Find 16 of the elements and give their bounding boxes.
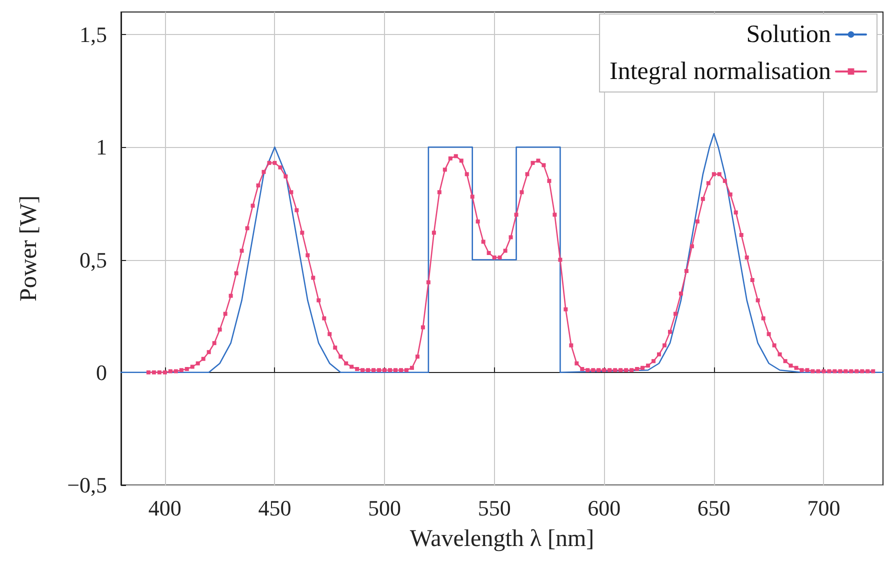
x-axis-title: Wavelength λ [nm] <box>410 526 594 552</box>
legend-label: Integral normalisation <box>610 58 832 85</box>
x-tick-label: 400 <box>148 496 182 520</box>
y-tick-label: 1,5 <box>80 22 107 48</box>
x-tick-label: 650 <box>697 496 730 520</box>
x-tick-label: 450 <box>258 496 292 520</box>
x-tick-label: 550 <box>478 496 511 520</box>
x-tick-label: 600 <box>588 496 621 520</box>
y-axis-title: Power [W] <box>16 196 42 302</box>
y-tick-label: −0,5 <box>67 472 107 498</box>
legend-label: Solution <box>746 21 832 48</box>
x-tick-label: 500 <box>368 496 402 520</box>
y-tick-label: 0 <box>96 360 107 385</box>
x-tick-label: 700 <box>807 496 840 520</box>
y-tick-label: 0,5 <box>80 247 107 272</box>
y-tick-label: 1 <box>96 134 107 160</box>
